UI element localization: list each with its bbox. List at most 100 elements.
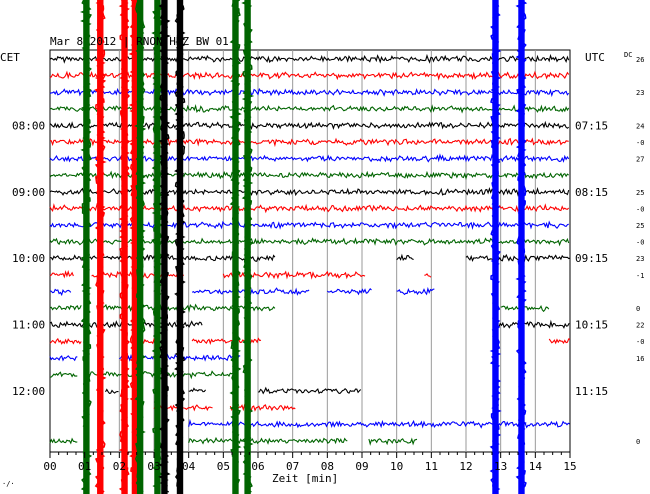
event-burst <box>83 0 90 494</box>
event-burst <box>492 0 499 494</box>
dc-offset-value: 23 <box>636 89 644 97</box>
trace-row <box>229 403 296 412</box>
trace-row <box>548 338 571 345</box>
trace-row <box>188 418 570 429</box>
x-axis: 00 01 02 03 04 05 06 07 08 09 10 11 12 13 14 15 <box>43 452 577 473</box>
trace-row <box>49 371 78 378</box>
trace-row <box>49 103 570 114</box>
trace-row <box>49 337 82 345</box>
trace-row <box>49 288 72 297</box>
dc-offset-values: 26 23 24 -0 27 25 -0 25 -0 23 -1 0 22 -0 16 0 <box>636 56 644 446</box>
corner-mark: ·/· <box>2 480 15 488</box>
cet-hour-label: 10:00 <box>12 252 45 265</box>
utc-time-label: 08:15 <box>575 186 608 199</box>
trace-row <box>49 70 570 81</box>
dc-offset-value: 24 <box>636 122 644 130</box>
x-tick-label: 11 <box>425 460 438 473</box>
x-tick-label: 12 <box>459 460 472 473</box>
dc-offset-value: -0 <box>636 205 644 213</box>
x-tick-label: 04 <box>182 460 196 473</box>
x-tick-label: 01 <box>78 460 91 473</box>
utc-time-label: 09:15 <box>575 252 608 265</box>
dc-offset-value: -1 <box>636 272 644 280</box>
plot-grid <box>49 49 571 453</box>
x-tick-label: 02 <box>113 460 126 473</box>
x-tick-label: 13 <box>494 460 507 473</box>
trace-row <box>326 287 372 296</box>
utc-time-label: 07:15 <box>575 119 608 132</box>
x-tick-label: 03 <box>147 460 160 473</box>
trace-row <box>160 353 241 362</box>
trace-row <box>188 436 348 445</box>
dc-offset-value: 0 <box>636 305 640 313</box>
event-burst-wiggle <box>515 0 528 493</box>
dc-offset-value: 16 <box>636 355 644 363</box>
dc-offset-value: 27 <box>636 156 644 164</box>
cet-hour-label: 12:00 <box>12 385 45 398</box>
x-tick-label: 14 <box>529 460 543 473</box>
trace-row <box>49 237 570 247</box>
event-burst-wiggle <box>151 0 164 493</box>
dc-offset-value: -0 <box>636 139 644 147</box>
cet-hour-labels: 08:00 09:00 10:00 11:00 12:00 <box>12 119 45 398</box>
x-axis-label: Zeit [min] <box>272 472 338 485</box>
x-tick-label: 09 <box>355 460 368 473</box>
dc-offset-header: DC <box>624 51 632 59</box>
x-tick-label: 15 <box>563 460 576 473</box>
event-burst-wiggle <box>174 0 186 493</box>
chart-title: Mar 8 2012 | RNON HHZ BW 01 <box>50 35 229 48</box>
dc-offset-value: 26 <box>636 56 644 64</box>
dc-offset-value: 0 <box>636 438 640 446</box>
x-tick-label: 07 <box>286 460 299 473</box>
event-burst-wiggle <box>489 0 502 493</box>
event-burst-wiggle <box>241 0 255 493</box>
x-tick-label: 06 <box>251 460 264 473</box>
event-burst-wiggle <box>134 0 147 493</box>
trace-row <box>105 388 119 395</box>
event-burst-wiggle <box>79 0 93 493</box>
event-burst <box>136 0 144 494</box>
dc-offset-value: 23 <box>636 255 644 263</box>
event-burst-wiggle <box>158 0 171 493</box>
event-bursts <box>79 0 528 494</box>
trace-row <box>396 253 414 262</box>
trace-row <box>49 220 569 231</box>
trace-row <box>49 270 74 279</box>
trace-row <box>188 387 207 393</box>
trace-row <box>257 386 362 395</box>
dc-offset-value: 25 <box>636 222 644 230</box>
dc-offset-value: -0 <box>636 338 644 346</box>
trace-row <box>396 286 435 296</box>
trace-row <box>49 304 82 311</box>
trace-row <box>84 370 237 380</box>
trace-row <box>424 273 432 278</box>
trace-row <box>493 319 570 329</box>
utc-time-label: 11:15 <box>575 385 608 398</box>
trace-row <box>49 355 78 362</box>
trace-row <box>49 437 78 445</box>
right-timezone-label: UTC <box>585 51 605 64</box>
trace-row <box>49 153 570 163</box>
cet-hour-label: 11:00 <box>12 319 45 332</box>
x-tick-label: 05 <box>217 460 230 473</box>
event-burst-wiggle <box>94 0 107 493</box>
event-burst-wiggle <box>229 0 242 493</box>
trace-row <box>49 53 570 64</box>
trace-row <box>465 253 571 263</box>
x-tick-label: 08 <box>321 460 334 473</box>
trace-row <box>49 186 570 197</box>
x-tick-label: 10 <box>390 460 403 473</box>
event-burst-wiggle <box>118 0 131 493</box>
cet-hour-label: 09:00 <box>12 186 45 199</box>
left-timezone-label: CET <box>0 51 20 64</box>
trace-row <box>49 120 570 131</box>
dc-offset-value: 22 <box>636 322 644 330</box>
utc-time-label: 10:15 <box>575 319 608 332</box>
utc-time-labels: 07:15 08:15 09:15 10:15 11:15 <box>575 119 608 398</box>
dc-offset-value: -0 <box>636 239 644 247</box>
cet-hour-label: 08:00 <box>12 119 45 132</box>
event-burst <box>131 0 139 494</box>
trace-row <box>368 437 418 446</box>
dc-offset-value: 25 <box>636 189 644 197</box>
